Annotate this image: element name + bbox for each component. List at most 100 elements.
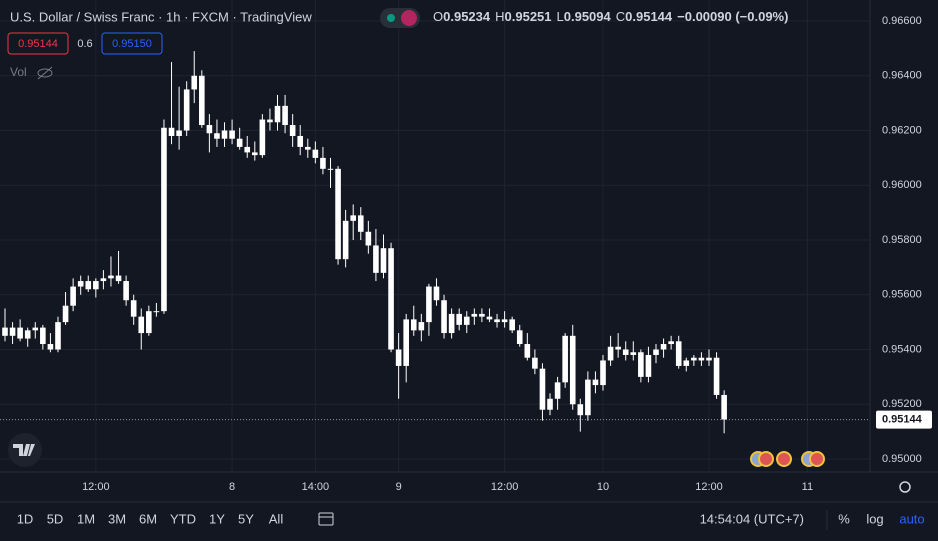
candle-body — [342, 220, 349, 260]
tv-logo[interactable] — [8, 433, 42, 467]
candle-body — [304, 146, 311, 150]
candle-body — [456, 313, 462, 325]
candle-body — [85, 281, 92, 290]
y-tick-label: 0.96200 — [882, 124, 922, 136]
candle-body — [206, 125, 213, 134]
candle-body — [153, 311, 160, 313]
candle-body — [585, 379, 591, 416]
x-tick-label: 10 — [597, 481, 609, 493]
auto-button[interactable]: auto — [899, 511, 924, 526]
candle-body — [698, 357, 705, 361]
eye-slash — [37, 66, 53, 80]
range-button[interactable]: 5Y — [238, 511, 254, 526]
range-button[interactable]: 1M — [77, 511, 95, 526]
bid-box[interactable] — [7, 32, 69, 55]
y-tick-label: 0.95800 — [882, 234, 922, 246]
range-button[interactable]: 1Y — [209, 511, 225, 526]
candles — [2, 51, 727, 434]
calendar — [318, 512, 334, 526]
candle-body — [683, 360, 690, 366]
ohlc-value: 0.95144 — [625, 9, 673, 24]
log-button[interactable]: log — [866, 511, 883, 526]
candle-body — [327, 168, 334, 170]
candle-body — [130, 300, 137, 317]
y-tick-label: 0.96400 — [882, 70, 922, 82]
range-button[interactable]: 6M — [139, 511, 157, 526]
last-price-box — [876, 410, 932, 429]
candle-body — [486, 316, 493, 320]
candle-body — [24, 330, 31, 339]
x-tick-label: 12:00 — [82, 481, 110, 493]
range-button[interactable]: 3M — [108, 511, 126, 526]
toggle-dot — [387, 14, 395, 22]
logo-mark — [13, 444, 35, 456]
flag — [760, 453, 772, 465]
candle-body — [244, 146, 251, 153]
candle-body — [335, 168, 341, 260]
x-tick-label: 14:00 — [302, 481, 330, 493]
candle-body — [569, 335, 576, 405]
candle-body — [547, 398, 553, 410]
candle-body — [426, 286, 432, 323]
candle-body — [448, 313, 455, 334]
candle-body — [191, 75, 198, 90]
range-button[interactable]: 5D — [47, 511, 64, 526]
candle-body — [17, 327, 23, 339]
candle-body — [463, 316, 470, 325]
ask-box[interactable] — [101, 32, 163, 55]
candle-body — [388, 248, 394, 350]
candle-body — [691, 357, 697, 361]
candle-body — [236, 138, 243, 147]
candle-body — [524, 344, 531, 358]
range-button[interactable]: 1D — [17, 511, 34, 526]
clock: 14:54:04 (UTC+7) — [700, 511, 804, 526]
candle-body — [229, 130, 235, 139]
candle-body — [539, 368, 546, 410]
candle-body — [282, 105, 288, 126]
ohlc-key: C — [616, 9, 625, 24]
ohlc-value: 0.95094 — [564, 9, 612, 24]
percent-button[interactable]: % — [838, 511, 850, 526]
eye-off-icon[interactable] — [37, 66, 53, 80]
candle-body — [146, 311, 152, 334]
candle-body — [721, 394, 727, 420]
ohlc-key: H — [495, 9, 504, 24]
candle-body — [479, 313, 485, 317]
y-tick-label: 0.96000 — [882, 179, 922, 191]
x-tick-label: 9 — [396, 481, 402, 493]
candle-body — [532, 357, 538, 369]
candle-body — [115, 275, 122, 282]
ohlc-legend: O0.95234 H0.95251 L0.95094 C0.95144 −0.00090… — [433, 9, 788, 24]
candle-body — [562, 335, 568, 383]
candle-body — [509, 319, 515, 331]
candle-body — [252, 152, 258, 156]
x-tick-label: 12:00 — [695, 481, 723, 493]
toggle[interactable] — [380, 8, 420, 28]
date-range-icon[interactable] — [318, 512, 334, 526]
candle-body — [501, 319, 508, 323]
range-button[interactable]: All — [269, 511, 284, 526]
ask: 0.95150 — [112, 38, 152, 50]
candle-body — [433, 286, 440, 301]
axes: 0.95000 0.95200 0.95400 0.95600 0.95800 0.960… — [0, 15, 932, 493]
candle-body — [645, 354, 652, 377]
range-button[interactable]: YTD — [170, 511, 196, 526]
candle-body — [100, 278, 107, 282]
toggle-dot — [401, 10, 417, 26]
candle-body — [418, 322, 425, 331]
settings-icon[interactable] — [899, 481, 911, 493]
candle-body — [600, 360, 606, 386]
candle-body — [365, 231, 372, 246]
candle-body — [622, 349, 629, 355]
event-flags[interactable] — [750, 451, 825, 467]
candle-body — [660, 344, 667, 350]
eye — [37, 68, 53, 78]
candle-body — [607, 346, 614, 361]
candle-body — [221, 130, 228, 139]
x-tick-label: 8 — [229, 481, 235, 493]
candle-body — [554, 382, 561, 399]
candle-body — [615, 346, 621, 350]
candle-body — [494, 319, 500, 323]
candle-body — [516, 330, 523, 345]
